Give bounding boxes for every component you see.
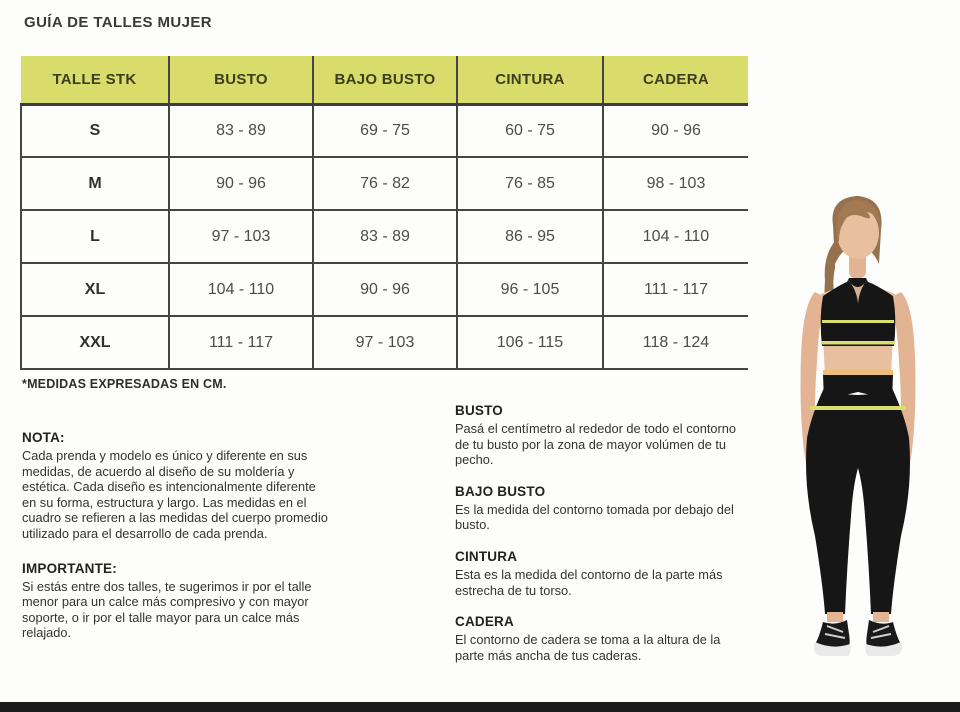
nota-block: NOTA: Cada prenda y modelo es único y di… bbox=[22, 430, 330, 542]
table-row-l: L 97 - 103 83 - 89 86 - 95 104 - 110 bbox=[20, 210, 748, 264]
bajo-busto-cell: 76 - 82 bbox=[312, 157, 457, 211]
table-row-s: S 83 - 89 69 - 75 60 - 75 90 - 96 bbox=[20, 104, 748, 158]
definition-text: Esta es la medida del contorno de la par… bbox=[455, 566, 723, 598]
bajo-busto-cell: 69 - 75 bbox=[312, 104, 457, 158]
cadera-cell: 98 - 103 bbox=[602, 157, 748, 211]
definition-text: Pasá el centímetro al rededor de todo el… bbox=[455, 421, 736, 468]
definition-term: BAJO BUSTO bbox=[455, 483, 546, 499]
definition-term: BUSTO bbox=[455, 403, 504, 418]
col-header-cadera: CADERA bbox=[602, 56, 748, 106]
definition-cadera: CADERA El contorno de cadera se toma a l… bbox=[455, 614, 751, 663]
cintura-cell: 60 - 75 bbox=[456, 104, 603, 158]
definition-term: CADERA bbox=[455, 614, 514, 630]
size-table-header-row: TALLE STK BUSTO BAJO BUSTO CINTURA CADER… bbox=[21, 56, 748, 106]
cintura-cell: 106 - 115 bbox=[456, 316, 603, 370]
model-photo bbox=[800, 196, 916, 656]
cadera-cell: 90 - 96 bbox=[602, 104, 748, 158]
col-header-cintura: CINTURA bbox=[456, 56, 603, 106]
cadera-cell: 111 - 117 bbox=[602, 263, 748, 317]
definition-text: Es la medida del contorno tomada por deb… bbox=[455, 501, 734, 533]
importante-text: Si estás entre dos talles, te sugerimos … bbox=[22, 578, 312, 641]
table-row-xxl: XXL 111 - 117 97 - 103 106 - 115 118 - 1… bbox=[20, 316, 748, 370]
cintura-cell: 96 - 105 bbox=[456, 263, 603, 317]
cadera-cell: 104 - 110 bbox=[602, 210, 748, 264]
col-header-bajo-busto: BAJO BUSTO bbox=[312, 56, 457, 106]
nota-heading: NOTA: bbox=[22, 430, 65, 445]
definition-bajo-busto: BAJO BUSTO Es la medida del contorno tom… bbox=[455, 484, 751, 533]
definition-term: CINTURA bbox=[455, 548, 518, 564]
notes-column: NOTA: Cada prenda y modelo es único y di… bbox=[22, 430, 330, 641]
size-cell: L bbox=[20, 210, 169, 264]
units-note: *MEDIDAS EXPRESADAS EN CM. bbox=[22, 377, 227, 391]
definition-busto: BUSTO Pasá el centímetro al rededor de t… bbox=[455, 403, 751, 468]
cadera-cell: 118 - 124 bbox=[602, 316, 748, 370]
col-header-talle-stk: TALLE STK bbox=[21, 56, 169, 106]
bajo-busto-cell: 97 - 103 bbox=[312, 316, 457, 370]
size-cell: XXL bbox=[20, 316, 169, 370]
bajo-busto-cell: 90 - 96 bbox=[312, 263, 457, 317]
size-table: TALLE STK BUSTO BAJO BUSTO CINTURA CADER… bbox=[20, 56, 748, 370]
size-cell: XL bbox=[20, 263, 169, 317]
nota-text: Cada prenda y modelo es único y diferent… bbox=[22, 448, 328, 541]
busto-cell: 90 - 96 bbox=[168, 157, 313, 211]
busto-cell: 104 - 110 bbox=[168, 263, 313, 317]
importante-block: IMPORTANTE: Si estás entre dos talles, t… bbox=[22, 561, 330, 641]
size-cell: S bbox=[20, 104, 169, 158]
page-title: GUÍA DE TALLES MUJER bbox=[24, 14, 213, 31]
busto-cell: 97 - 103 bbox=[168, 210, 313, 264]
table-row-m: M 90 - 96 76 - 82 76 - 85 98 - 103 bbox=[20, 157, 748, 211]
table-row-xl: XL 104 - 110 90 - 96 96 - 105 111 - 117 bbox=[20, 263, 748, 317]
definition-text: El contorno de cadera se toma a la altur… bbox=[455, 632, 721, 663]
definitions-column: BUSTO Pasá el centímetro al rededor de t… bbox=[455, 403, 751, 663]
busto-cell: 83 - 89 bbox=[168, 104, 313, 158]
definition-cintura: CINTURA Esta es la medida del contorno d… bbox=[455, 549, 751, 598]
cintura-cell: 76 - 85 bbox=[456, 157, 603, 211]
busto-cell: 111 - 117 bbox=[168, 316, 313, 370]
col-header-busto: BUSTO bbox=[168, 56, 313, 106]
importante-heading: IMPORTANTE: bbox=[22, 560, 117, 576]
cintura-cell: 86 - 95 bbox=[456, 210, 603, 264]
bottom-bar bbox=[0, 702, 960, 712]
bajo-busto-cell: 83 - 89 bbox=[312, 210, 457, 264]
size-cell: M bbox=[20, 157, 169, 211]
